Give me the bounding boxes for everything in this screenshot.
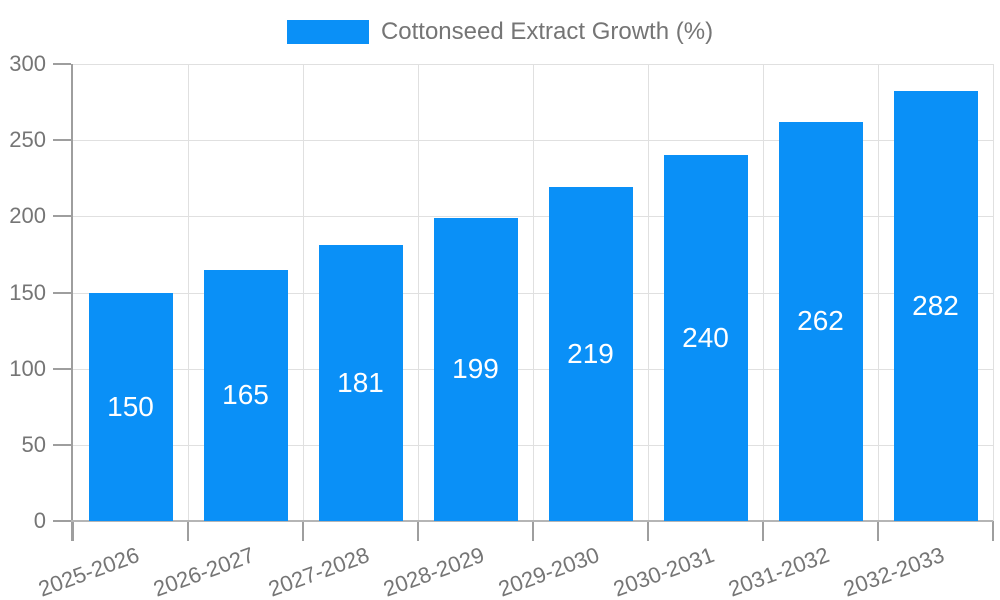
v-gridline: [418, 64, 419, 521]
x-tick-label: 2027-2028: [265, 542, 373, 600]
x-axis-line: [71, 520, 993, 522]
y-tick-label: 50: [21, 431, 46, 457]
bar-value-label: 240: [682, 322, 729, 354]
x-tick-label: 2026-2027: [150, 542, 258, 600]
bar[interactable]: 150: [88, 292, 173, 521]
x-tick-label: 2028-2029: [380, 542, 488, 600]
bar-value-label: 219: [567, 338, 614, 370]
bar-value-label: 282: [912, 290, 959, 322]
y-tick-label: 250: [9, 127, 46, 153]
y-tick-label: 100: [9, 355, 46, 381]
x-tick-label: 2032-2033: [840, 542, 948, 600]
v-gridline: [648, 64, 649, 521]
bar[interactable]: 282: [893, 91, 978, 521]
y-tick-label: 0: [33, 508, 46, 533]
x-axis-tick: [877, 521, 879, 541]
legend-swatch: [286, 20, 369, 44]
y-axis-tick: [53, 139, 71, 142]
y-tick-label: 150: [9, 279, 46, 305]
bar[interactable]: 262: [778, 121, 863, 521]
bar[interactable]: 165: [203, 269, 288, 521]
y-axis-tick: [53, 367, 71, 370]
bar[interactable]: 219: [548, 187, 633, 521]
v-gridline: [533, 64, 534, 521]
x-axis-tick: [187, 521, 189, 541]
y-axis-line: [71, 64, 73, 541]
y-axis-tick: [53, 291, 71, 294]
y-axis-tick: [53, 63, 71, 65]
v-gridline: [763, 64, 764, 521]
y-axis-tick: [53, 443, 71, 446]
x-tick-label: 2030-2031: [610, 542, 718, 600]
x-tick-label: 2025-2026: [35, 542, 143, 600]
bar-value-label: 181: [337, 367, 384, 399]
v-gridline: [303, 64, 304, 521]
bar[interactable]: 199: [433, 217, 518, 521]
y-axis-tick: [53, 215, 71, 218]
bar[interactable]: 181: [318, 245, 403, 521]
x-axis-tick: [992, 521, 994, 541]
legend-label: Cottonseed Extract Growth (%): [380, 18, 714, 45]
bar[interactable]: 240: [663, 155, 748, 521]
bar-value-label: 150: [107, 390, 154, 422]
y-tick-label: 200: [9, 203, 46, 229]
x-axis-tick: [762, 521, 764, 541]
v-gridline: [878, 64, 879, 521]
x-axis-tick: [417, 521, 419, 541]
x-axis-tick: [532, 521, 534, 541]
x-axis-tick: [302, 521, 304, 541]
bar-value-label: 165: [222, 379, 269, 411]
bar-value-label: 199: [452, 353, 499, 385]
v-gridline: [188, 64, 189, 521]
y-tick-label: 300: [9, 51, 46, 76]
x-tick-label: 2031-2032: [725, 542, 833, 600]
x-tick-label: 2029-2030: [495, 542, 603, 600]
x-axis-tick: [647, 521, 649, 541]
x-axis-tick: [72, 521, 74, 541]
legend[interactable]: Cottonseed Extract Growth (%): [0, 18, 1000, 46]
y-axis-tick: [53, 520, 71, 522]
v-gridline: [993, 64, 994, 521]
bar-value-label: 262: [797, 305, 844, 337]
